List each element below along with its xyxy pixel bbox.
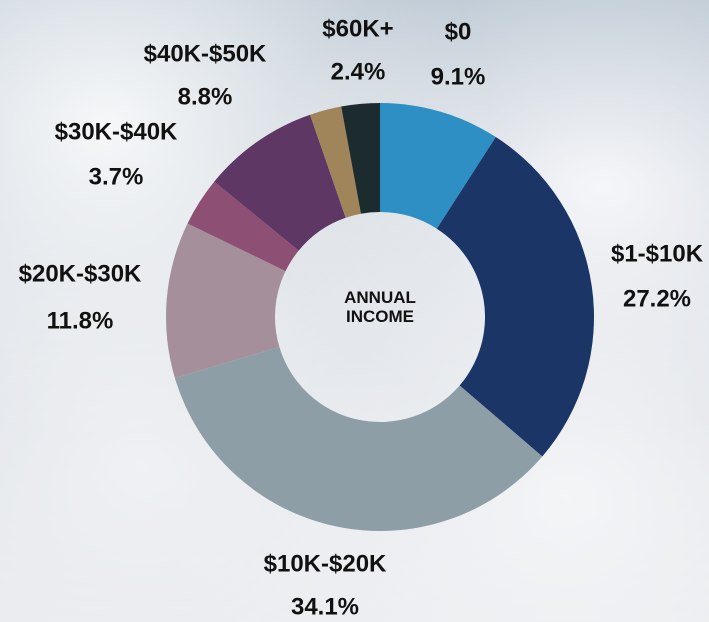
slice-label: $30K-$40K [55,118,178,145]
slice-value-label: 27.2% [623,285,691,312]
slice-value-label: 2.4% [331,58,386,85]
slice-label: $1-$10K [611,240,704,267]
slice-label: $40K-$50K [144,40,267,67]
donut-slice [341,103,380,214]
slice-value-label: 11.8% [47,307,114,334]
slice-value-label: 3.7% [89,163,144,190]
slice-value-label: 8.8% [178,83,233,110]
slice-value-label: 9.1% [431,63,486,90]
donut-slice [187,181,299,272]
slice-label: $60K+ [322,15,393,42]
donut-slice [436,137,594,457]
donut-slice [380,103,496,229]
slice-label: $10K-$20K [264,550,387,577]
donut-slice [310,106,361,218]
slice-label: $0 [445,18,472,45]
donut-slice [174,346,543,531]
slice-label: $20K-$30K [19,260,142,287]
donut-slice [166,223,286,378]
center-label: ANNUAL INCOME [344,288,416,326]
slice-value-label: 34.1% [291,593,359,620]
donut-slice [214,114,346,251]
